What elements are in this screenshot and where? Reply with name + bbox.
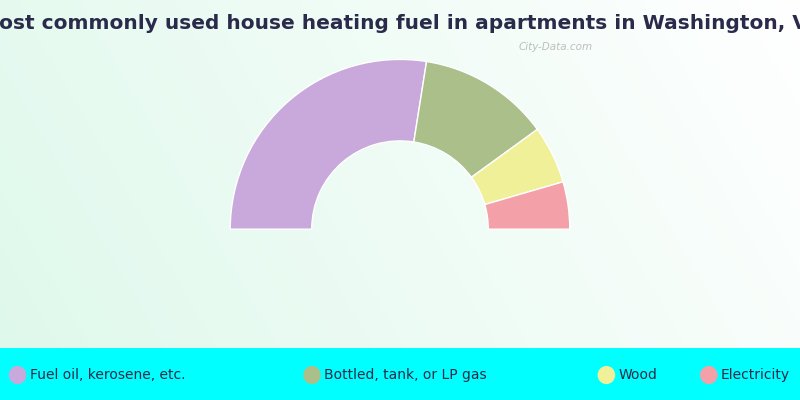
Text: Fuel oil, kerosene, etc.: Fuel oil, kerosene, etc. [30, 368, 185, 382]
Ellipse shape [9, 366, 26, 384]
Text: Bottled, tank, or LP gas: Bottled, tank, or LP gas [324, 368, 486, 382]
Ellipse shape [598, 366, 615, 384]
Text: Wood: Wood [618, 368, 658, 382]
Wedge shape [414, 62, 538, 177]
Text: Electricity: Electricity [721, 368, 790, 382]
Wedge shape [471, 129, 563, 204]
Text: City-Data.com: City-Data.com [518, 42, 593, 52]
Ellipse shape [700, 366, 718, 384]
Ellipse shape [303, 366, 321, 384]
Wedge shape [230, 60, 426, 229]
Wedge shape [485, 182, 570, 229]
Text: Most commonly used house heating fuel in apartments in Washington, VT: Most commonly used house heating fuel in… [0, 14, 800, 33]
